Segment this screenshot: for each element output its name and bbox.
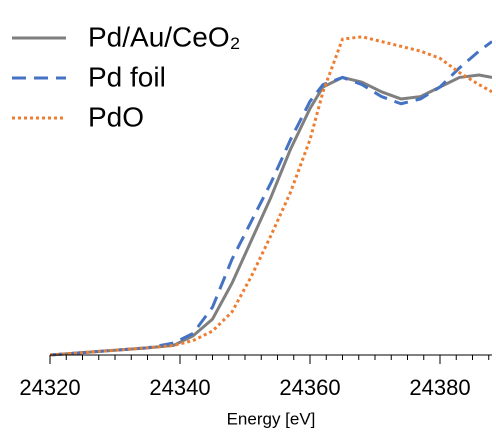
legend-label: Pd foil [88, 61, 166, 92]
x-tick-label: 24340 [149, 375, 210, 400]
series-line [50, 35, 492, 357]
x-tick-label: 24360 [279, 375, 340, 400]
x-tick-label: 24380 [409, 375, 470, 400]
plot-area [50, 35, 492, 357]
legend-label: Pd/Au/CeO₂ [88, 21, 241, 52]
legend-label: PdO [88, 101, 144, 132]
x-axis-label: Energy [eV] [227, 409, 316, 428]
x-tick-label: 24320 [19, 375, 80, 400]
